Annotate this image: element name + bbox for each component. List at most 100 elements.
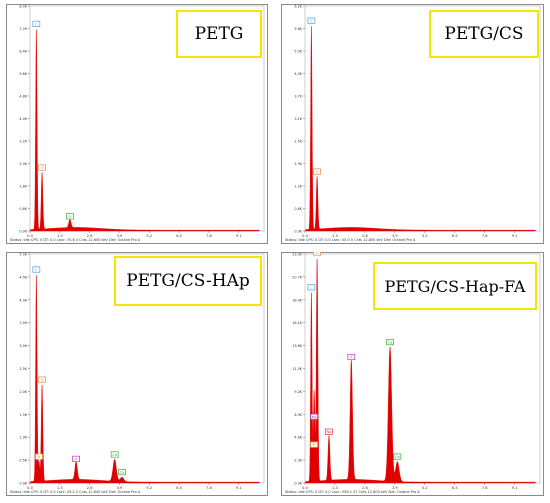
y-tick-label: 13.8K — [292, 344, 303, 348]
y-tick-label: 16.1K — [292, 321, 303, 325]
y-tick-label: 4.5K — [19, 275, 27, 279]
peak-label-p: P — [347, 353, 356, 361]
y-tick-label: 1.2K — [294, 185, 302, 189]
y-tick-label: 0.6K — [294, 207, 302, 211]
peak-label-c: C — [32, 20, 41, 27]
sample-label: PETG — [194, 24, 244, 44]
y-tick-label: 2.0K — [19, 390, 27, 394]
x-tick-label: 1.3 — [57, 234, 63, 238]
y-tick-label: 2.5K — [19, 367, 27, 371]
status-bar: Status: Idle CPS: 0 DT: 0.0 Lsec: 70.6 4… — [10, 238, 141, 242]
y-tick-label: 1.9K — [294, 162, 302, 166]
svg-text:C: C — [310, 286, 313, 290]
x-tick-label: 6.5 — [176, 486, 182, 490]
peak-label-p: P — [72, 455, 80, 462]
peak-label-ca: Ca — [110, 451, 119, 458]
peak-label-ca: Ca — [386, 339, 394, 346]
x-tick-label: 9.1 — [236, 234, 242, 238]
y-tick-label: 0.0K — [294, 482, 302, 486]
y-tick-label: 5.0K — [19, 253, 27, 257]
x-tick-label: 1.3 — [332, 234, 338, 238]
svg-text:Na: Na — [327, 430, 332, 434]
x-tick-label: 3.9 — [392, 486, 398, 490]
sample-label: PETG/CS — [444, 24, 524, 44]
svg-text:P: P — [75, 457, 77, 461]
y-tick-label: 0.0K — [294, 230, 302, 234]
y-tick-label: 20.7K — [292, 275, 303, 279]
x-tick-label: 3.9 — [392, 234, 398, 238]
peak-label-o: O — [38, 164, 46, 171]
sample-label-box: PETG/CS-HAp — [114, 256, 262, 306]
y-tick-label: 7.2K — [19, 27, 27, 31]
svg-text:C: C — [35, 268, 38, 272]
spectrum-series — [305, 26, 536, 232]
y-tick-label: 0.0K — [19, 482, 27, 486]
spectrum-series — [30, 29, 260, 232]
y-tick-label: 9.2K — [294, 390, 302, 394]
x-tick-label: 9.1 — [512, 486, 518, 490]
svg-text:O: O — [316, 170, 319, 174]
y-tick-label: 4.0K — [19, 298, 27, 302]
peak-label-o: O — [313, 249, 321, 256]
x-tick-label: 2.6 — [87, 234, 93, 238]
svg-text:N: N — [38, 455, 41, 459]
y-tick-label: 6.9K — [294, 413, 302, 417]
y-tick-label: 1.0K — [19, 436, 27, 440]
status-bar: Status: Idle CPS: 0 DT: 0.0 Lsec: 556.1 … — [285, 490, 420, 494]
sample-label: PETG/CS-Hap-FA — [384, 276, 526, 296]
x-tick-label: 0.0 — [302, 486, 308, 490]
x-tick-label: 2.6 — [362, 234, 368, 238]
x-tick-label: 6.5 — [452, 486, 458, 490]
y-tick-label: 6.4K — [19, 50, 27, 54]
svg-text:Ca: Ca — [112, 453, 116, 457]
y-tick-label: 0.8K — [19, 207, 27, 211]
peak-label-n: N — [310, 441, 318, 448]
peak-label-o: O — [38, 376, 46, 383]
y-tick-label: 8.0K — [19, 5, 27, 9]
status-bar: Status: Idle CPS: 0 DT: 0.0 Lsec: 29.2 2… — [10, 490, 141, 494]
svg-text:Ca: Ca — [388, 341, 392, 345]
peak-label-na: Na — [325, 428, 333, 435]
spectrum-series — [30, 275, 260, 484]
y-tick-label: 1.5K — [19, 413, 27, 417]
y-tick-label: 2.4K — [19, 162, 27, 166]
status-bar: Status: Idle CPS: 0 DT: 0.0 Lsec: 50.0 0… — [285, 238, 416, 242]
x-tick-label: 5.2 — [146, 234, 152, 238]
y-tick-label: 3.0K — [19, 344, 27, 348]
x-tick-label: 7.8 — [206, 486, 212, 490]
svg-text:Ca: Ca — [120, 471, 124, 475]
y-tick-label: 5.6K — [19, 72, 27, 76]
sample-label: PETG/CS-HAp — [126, 271, 250, 291]
y-tick-label: 23.0K — [292, 253, 303, 257]
spectrum-panel-petg-cs-hap-fa: 0.0K 2.3K 4.6K 6.9K 9.2K 11.5K 13.8K 16.1K 18.4K… — [281, 249, 544, 496]
y-tick-label: 11.5K — [292, 367, 303, 371]
x-tick-label: 1.3 — [57, 486, 63, 490]
y-tick-label: 3.7K — [294, 95, 302, 99]
x-tick-label: 9.1 — [236, 486, 242, 490]
svg-text:O: O — [41, 378, 44, 382]
peak-label-si: Si — [66, 213, 74, 220]
spectrum-panel-petg-cs: 0.0K 0.6K 1.2K 1.9K 2.5K 3.1K 3.7K 4.3K 5.0K 5.6K… — [281, 4, 544, 244]
y-tick-label: 4.3K — [294, 72, 302, 76]
x-tick-label: 7.8 — [482, 486, 488, 490]
sample-label-box: PETG/CS-Hap-FA — [373, 262, 537, 310]
x-tick-label: 5.2 — [146, 486, 152, 490]
x-tick-label: 3.9 — [117, 234, 123, 238]
x-tick-label: 2.6 — [87, 486, 93, 490]
svg-text:O: O — [41, 166, 44, 170]
y-tick-label: 18.4K — [292, 298, 303, 302]
sample-label-box: PETG/CS — [429, 10, 539, 58]
peak-label-c: C — [307, 17, 316, 24]
x-tick-label: 9.1 — [512, 234, 518, 238]
spectrum-series — [305, 258, 536, 484]
svg-text:Ca: Ca — [395, 455, 399, 459]
svg-text:C: C — [35, 22, 38, 26]
svg-text:N: N — [313, 443, 316, 447]
x-tick-label: 2.6 — [362, 486, 368, 490]
svg-text:O: O — [316, 252, 319, 255]
y-tick-label: 2.5K — [294, 140, 302, 144]
svg-text:Mg: Mg — [312, 415, 317, 419]
x-tick-label: 1.3 — [332, 486, 338, 490]
peak-label-c: C — [32, 266, 41, 273]
x-tick-label: 7.8 — [482, 234, 488, 238]
